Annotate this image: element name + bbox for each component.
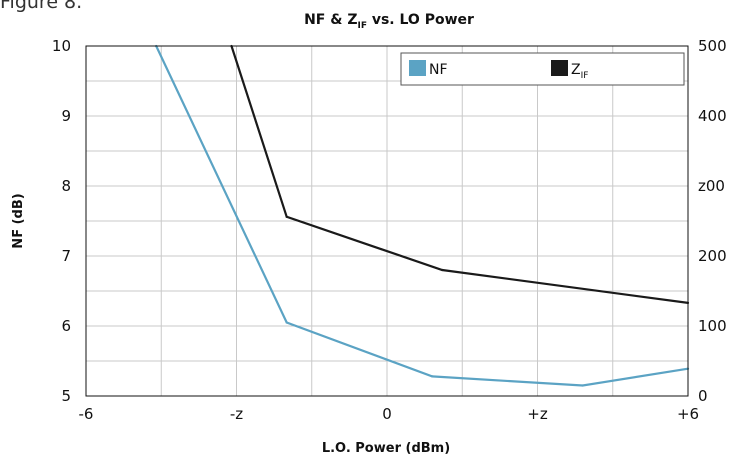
data-point-zif [441,268,444,272]
legend: NF ZIF [400,52,685,86]
series-lines [155,44,690,387]
data-point-nf [431,375,434,378]
chart-title: NF & ZIF vs. LO Power [304,12,474,31]
x-tick-label: -6 [79,405,94,423]
y2-tick-label: z00 [698,177,725,195]
legend-box [400,52,685,86]
y-tick-label: 9 [61,107,71,125]
chart-title-rest: vs. LO Power [367,12,474,28]
data-point-nf [285,321,288,324]
legend-label-zif: ZIF [571,62,588,81]
x-tick-label: 0 [382,405,392,423]
data-point-nf [581,384,584,387]
chart-title-main: NF & Z [304,12,357,28]
legend-swatch-nf [409,60,426,76]
series-line-zif [230,45,689,304]
figure-label: Figure 8. [0,0,83,13]
y-tick-label: 10 [52,37,71,55]
y2-tick-label: 200 [698,247,727,265]
y2-tick-label: 100 [698,317,727,335]
y-tick-label: 7 [61,247,71,265]
y-tick-label: 6 [61,317,71,335]
chart-title-sub: IF [357,21,367,31]
y-tick-label: 5 [61,387,71,405]
legend-swatch-zif [551,60,568,76]
y2-tick-label: 0 [698,387,708,405]
x-axis-label: L.O. Power (dBm) [322,441,450,456]
data-point-zif [285,215,288,218]
x-tick-label: +6 [677,405,699,423]
y-tick-label: 8 [61,177,71,195]
y2-tick-label: 400 [698,107,727,125]
grid [86,46,688,396]
x-tick-label: +z [527,405,548,423]
legend-label-nf: NF [429,62,448,78]
y2-tick-label: 500 [698,37,727,55]
plot-frame [85,45,689,397]
series-line-nf [155,45,689,387]
y-axis-label: NF (dB) [11,193,26,248]
x-tick-label: -z [230,405,243,423]
